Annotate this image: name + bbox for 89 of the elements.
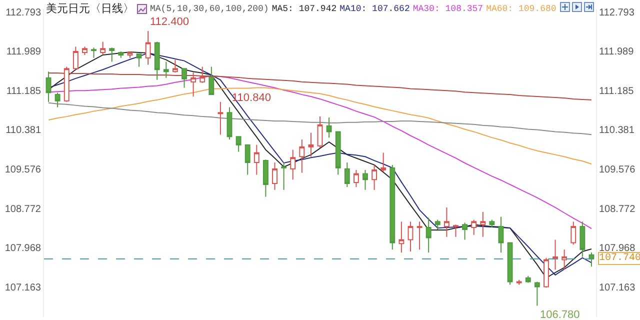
candlestick	[308, 132, 314, 158]
candlestick	[218, 101, 224, 136]
candlestick	[507, 242, 513, 286]
candlestick	[344, 162, 350, 188]
text: MA5: 107.942	[272, 4, 337, 14]
text: MA30: 108.357	[412, 4, 484, 14]
candlestick	[372, 164, 378, 190]
candlestick	[534, 281, 540, 306]
text: MA60: 109.680	[486, 4, 556, 14]
candlestick	[444, 206, 450, 238]
candlestick	[353, 169, 359, 188]
candlestick	[398, 221, 404, 253]
candlestick	[498, 216, 504, 253]
candlestick	[91, 47, 96, 58]
candlestick	[299, 139, 305, 174]
annotation: 112.400	[150, 16, 189, 28]
candlestick	[544, 257, 549, 288]
y-tick-label: 109.576	[4, 164, 42, 176]
candlestick	[380, 152, 386, 172]
annotation: 106.780	[540, 309, 580, 320]
candlestick	[480, 211, 486, 238]
candlestick	[562, 249, 568, 270]
candlestick	[262, 159, 268, 198]
candlestick	[82, 46, 88, 56]
candlestick	[272, 162, 278, 190]
candlestick	[588, 252, 594, 268]
candlestick	[408, 221, 414, 252]
candlestick	[462, 222, 468, 240]
candlestick	[100, 41, 106, 56]
candlestick	[317, 116, 323, 148]
candlestick	[290, 149, 296, 180]
candlestick	[390, 164, 396, 250]
candlestick	[190, 72, 196, 98]
candlestick	[254, 144, 260, 176]
candlestick	[570, 221, 576, 246]
line-series	[48, 75, 592, 230]
candlestick	[362, 169, 368, 190]
y2-tick-label: 111.185	[599, 86, 634, 97]
candlestick	[172, 59, 178, 74]
candlestick	[552, 239, 558, 270]
candlestick	[200, 66, 206, 84]
line-series	[48, 102, 592, 136]
candlestick	[516, 279, 522, 286]
candlestick	[72, 46, 78, 70]
candlestick	[244, 144, 250, 176]
candlestick	[136, 53, 142, 68]
candlestick	[109, 47, 115, 62]
candlestick	[154, 41, 160, 80]
chart-title: 美元日元〈日线〉	[46, 1, 134, 16]
candlestick	[281, 162, 287, 190]
candlestick	[434, 219, 440, 230]
candlestick	[64, 66, 70, 102]
y-tick-label: 107.968	[4, 243, 42, 254]
candlestick	[416, 221, 422, 250]
y-tick-label: 108.772	[4, 204, 42, 215]
candlestick	[127, 51, 133, 58]
candlestick	[118, 51, 124, 58]
candlestick	[326, 117, 332, 138]
candlestick	[54, 92, 60, 108]
y2-tick-label: 107.163	[599, 282, 636, 294]
y2-tick-label: 109.576	[599, 164, 636, 176]
candlestick	[426, 217, 432, 253]
annotation: MA(5,10,30,60,100,200)	[150, 4, 269, 14]
y-tick-label: 111.989	[6, 46, 42, 58]
candlestick	[145, 30, 151, 66]
y-tick-label: 112.793	[6, 7, 42, 18]
y2-tick-label: 108.772	[599, 204, 636, 215]
text: MA10: 107.662	[340, 4, 410, 14]
candlestick	[471, 219, 477, 236]
candlestick	[208, 66, 214, 96]
candlestick	[46, 71, 52, 102]
candlestick	[163, 61, 169, 78]
line-series	[48, 72, 592, 100]
candlestick	[236, 136, 242, 152]
y-tick-label: 111.185	[6, 86, 42, 97]
y-tick-label: 110.381	[6, 125, 42, 136]
line-series	[48, 87, 592, 164]
candlestick	[489, 219, 495, 228]
candlestick	[453, 224, 458, 238]
candlestick	[226, 106, 232, 140]
candlestick	[335, 131, 341, 176]
y2-tick-label: 112.793	[599, 7, 635, 18]
candlestick	[580, 221, 586, 258]
candlestick	[182, 68, 187, 88]
y2-tick-label: 111.989	[599, 46, 634, 58]
y2-tick-label: 107.968	[599, 243, 636, 254]
y-tick-label: 107.163	[4, 282, 42, 294]
y2-tick-label: 110.381	[599, 125, 635, 136]
candlestick	[525, 275, 531, 284]
